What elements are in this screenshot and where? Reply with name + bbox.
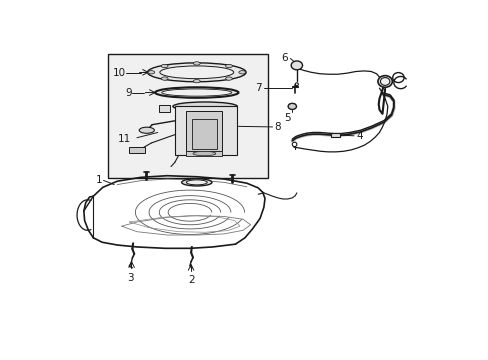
Ellipse shape — [161, 64, 168, 68]
Text: 11: 11 — [118, 134, 131, 144]
Ellipse shape — [155, 87, 238, 98]
Text: 8: 8 — [274, 122, 280, 132]
Ellipse shape — [160, 66, 233, 79]
Ellipse shape — [193, 62, 200, 65]
Text: 2: 2 — [187, 275, 194, 285]
Bar — [186, 151, 222, 156]
Ellipse shape — [290, 61, 302, 70]
Bar — [108, 54, 267, 177]
Ellipse shape — [161, 77, 168, 80]
Text: 5: 5 — [284, 113, 290, 123]
Text: 10: 10 — [113, 68, 126, 78]
Bar — [159, 105, 170, 112]
Ellipse shape — [238, 71, 245, 74]
Text: 4: 4 — [355, 131, 362, 141]
Text: 6: 6 — [281, 53, 287, 63]
Ellipse shape — [139, 127, 154, 133]
Ellipse shape — [193, 80, 200, 83]
Bar — [186, 111, 222, 151]
Text: 3: 3 — [126, 273, 133, 283]
Ellipse shape — [225, 77, 232, 80]
Ellipse shape — [147, 71, 154, 74]
Ellipse shape — [225, 64, 232, 68]
Ellipse shape — [147, 63, 245, 82]
Ellipse shape — [162, 89, 231, 96]
Text: 1: 1 — [95, 175, 102, 185]
Bar — [191, 120, 216, 149]
Bar — [330, 133, 340, 138]
Ellipse shape — [181, 179, 211, 186]
Text: 9: 9 — [125, 87, 132, 98]
Bar — [175, 106, 237, 156]
Ellipse shape — [380, 77, 389, 85]
Ellipse shape — [193, 151, 215, 156]
Ellipse shape — [173, 102, 237, 111]
Ellipse shape — [377, 76, 391, 87]
Ellipse shape — [129, 148, 144, 153]
Text: 7: 7 — [255, 83, 262, 93]
Ellipse shape — [186, 180, 207, 185]
Bar — [128, 147, 145, 153]
Ellipse shape — [287, 103, 296, 109]
